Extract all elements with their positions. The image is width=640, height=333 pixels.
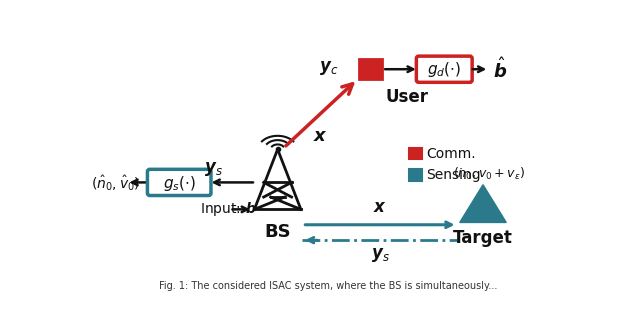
Text: $g_s(\cdot)$: $g_s(\cdot)$ [163, 174, 196, 193]
Polygon shape [460, 185, 506, 222]
Text: $\boldsymbol{x}$: $\boldsymbol{x}$ [373, 198, 387, 216]
Text: $(n_0, v_0 + v_\epsilon)$: $(n_0, v_0 + v_\epsilon)$ [453, 166, 525, 181]
Text: $\boldsymbol{y}_c$: $\boldsymbol{y}_c$ [319, 59, 338, 77]
Text: $\boldsymbol{x}$: $\boldsymbol{x}$ [313, 127, 328, 145]
FancyBboxPatch shape [359, 59, 382, 79]
Text: User: User [386, 88, 429, 106]
Text: $\hat{\boldsymbol{b}}$: $\hat{\boldsymbol{b}}$ [493, 58, 508, 82]
Text: $\boldsymbol{y}_s$: $\boldsymbol{y}_s$ [371, 245, 389, 263]
Text: $g_d(\cdot)$: $g_d(\cdot)$ [427, 61, 461, 80]
Text: $(\hat{n}_0, \hat{v}_0)$: $(\hat{n}_0, \hat{v}_0)$ [92, 173, 140, 193]
Text: Fig. 1: The considered ISAC system, where the BS is simultaneously...: Fig. 1: The considered ISAC system, wher… [159, 281, 497, 291]
Text: Input: $\boldsymbol{b}$: Input: $\boldsymbol{b}$ [200, 200, 257, 218]
Text: $\boldsymbol{y}_s$: $\boldsymbol{y}_s$ [204, 160, 223, 177]
Text: Target: Target [453, 229, 513, 247]
FancyBboxPatch shape [410, 148, 422, 159]
Text: BS: BS [264, 223, 291, 241]
FancyBboxPatch shape [147, 169, 211, 195]
FancyBboxPatch shape [410, 169, 422, 181]
Text: Comm.: Comm. [426, 147, 476, 161]
FancyBboxPatch shape [417, 56, 472, 82]
Text: Sensing: Sensing [426, 168, 481, 182]
